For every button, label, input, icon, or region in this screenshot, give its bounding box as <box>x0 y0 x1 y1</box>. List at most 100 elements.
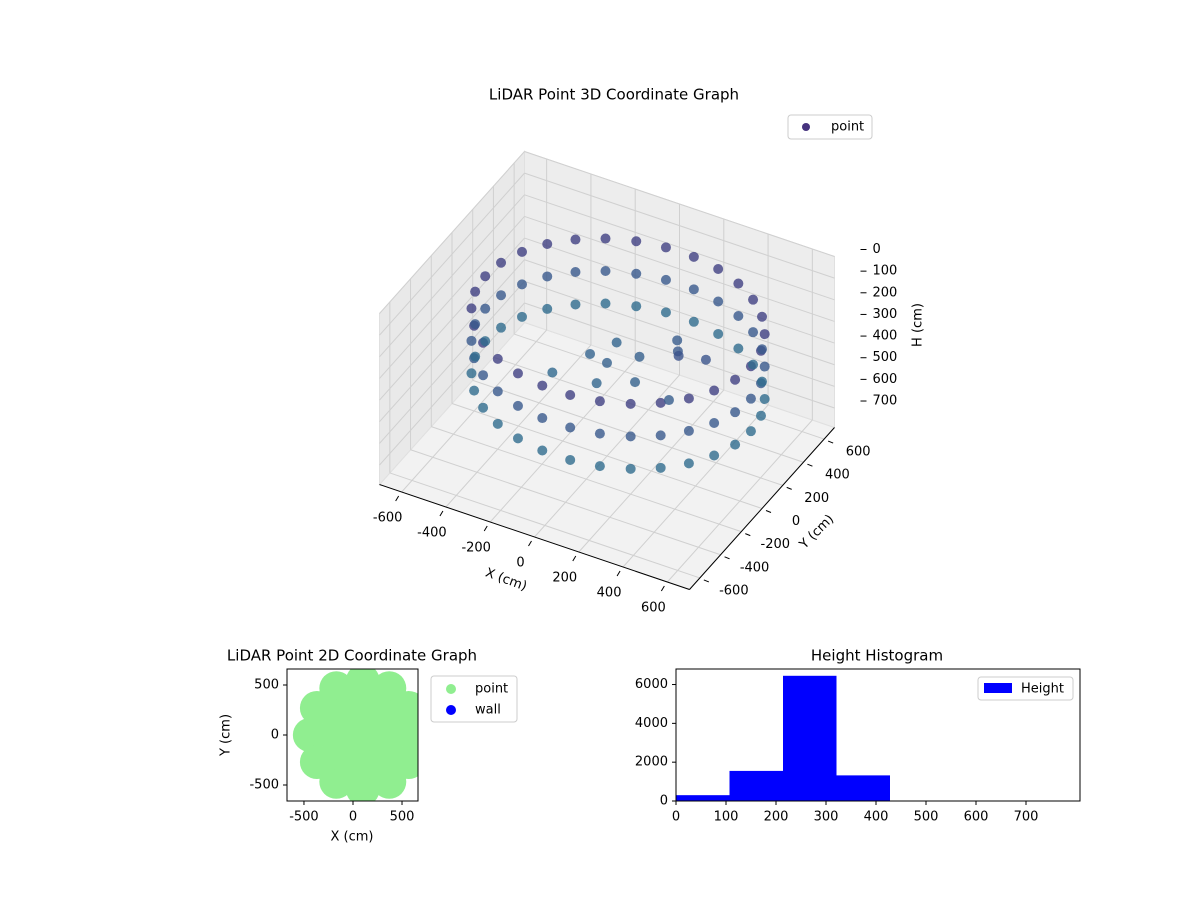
grid-line <box>389 472 701 579</box>
tick-mark <box>528 540 532 547</box>
grid-line <box>379 281 525 444</box>
point <box>496 322 507 333</box>
point <box>517 279 527 290</box>
point <box>565 422 576 433</box>
point <box>748 327 759 338</box>
point <box>478 370 489 381</box>
point <box>655 430 666 441</box>
point <box>492 418 503 429</box>
grid-line <box>524 172 835 279</box>
tick-mark <box>572 555 577 562</box>
legend-label: point <box>831 120 864 135</box>
point <box>496 290 507 301</box>
x-tick-label: 500 <box>390 810 415 825</box>
y-axis-label: Y (cm) <box>219 714 234 757</box>
z-tick-label: 200 <box>873 285 898 300</box>
point <box>570 234 581 245</box>
point <box>660 307 671 318</box>
point <box>709 418 720 429</box>
y-axis-line <box>689 427 835 590</box>
point <box>660 242 671 253</box>
x-tick-label: 700 <box>1014 810 1039 825</box>
point <box>611 337 622 348</box>
point <box>600 266 611 277</box>
point <box>709 385 720 396</box>
point <box>292 718 327 752</box>
point <box>372 671 407 706</box>
x-tick-label: 600 <box>964 810 989 825</box>
tick-mark <box>745 533 751 537</box>
point <box>672 335 683 346</box>
z-tick-label: 500 <box>873 350 898 365</box>
point <box>748 359 759 370</box>
x-tick-label: 300 <box>814 810 839 825</box>
grid-line <box>513 333 825 440</box>
point <box>688 251 699 262</box>
legend-label: point <box>475 682 508 697</box>
grid-line <box>524 194 835 301</box>
bar <box>783 675 837 801</box>
y-tick-label: 200 <box>804 491 829 506</box>
x-tick-label: -600 <box>373 511 403 526</box>
point <box>688 284 699 295</box>
x-tick-label: 0 <box>672 810 680 825</box>
point <box>537 445 548 456</box>
point <box>673 350 684 361</box>
point <box>713 264 724 275</box>
point <box>631 268 642 279</box>
tick-mark <box>616 570 621 577</box>
grid-line <box>493 356 804 463</box>
grid-line <box>379 259 525 423</box>
point <box>565 454 576 465</box>
tick-mark <box>724 556 730 560</box>
point <box>757 376 768 387</box>
x-tick-label: -400 <box>417 526 447 541</box>
y-tick-label: 4000 <box>635 716 668 731</box>
point <box>631 236 642 247</box>
point <box>478 402 489 413</box>
frame <box>675 668 1081 802</box>
point <box>470 286 481 297</box>
point <box>683 393 694 404</box>
point <box>319 764 354 799</box>
point <box>299 691 334 725</box>
tick-mark <box>660 585 665 592</box>
grid-line <box>524 259 835 366</box>
grid-line <box>451 403 763 509</box>
point <box>683 458 694 469</box>
tick-mark <box>439 510 444 517</box>
x-tick-label: 0 <box>349 810 357 825</box>
legend-marker <box>446 684 456 694</box>
point <box>660 274 671 285</box>
legend-box <box>977 676 1074 701</box>
grid-line <box>524 215 835 322</box>
bar <box>676 795 730 801</box>
z-tick-label: 0 <box>873 242 881 257</box>
x-axis-line <box>379 484 690 590</box>
z-tick-label: 600 <box>873 372 898 387</box>
point <box>655 397 666 408</box>
y-tick-label: 0 <box>660 794 668 809</box>
point <box>655 462 666 473</box>
point <box>733 311 744 322</box>
point <box>492 386 503 397</box>
tick-mark <box>807 463 813 467</box>
x-tick-label: -200 <box>461 541 491 556</box>
point <box>600 233 611 244</box>
z-tick-label: 700 <box>873 394 898 409</box>
point <box>542 303 553 314</box>
x-tick-label: 0 <box>516 556 524 571</box>
point <box>755 410 766 421</box>
point <box>625 431 636 442</box>
point <box>345 669 380 698</box>
grid-line <box>524 280 835 387</box>
y-tick-label: 600 <box>846 445 871 460</box>
point <box>480 303 491 314</box>
chart-title: LiDAR Point 3D Coordinate Graph <box>489 86 739 104</box>
point <box>570 267 581 278</box>
point <box>537 380 548 391</box>
grid-line <box>410 449 721 556</box>
x-axis-label: X (cm) <box>331 830 374 845</box>
point <box>470 351 481 362</box>
point <box>733 278 744 289</box>
